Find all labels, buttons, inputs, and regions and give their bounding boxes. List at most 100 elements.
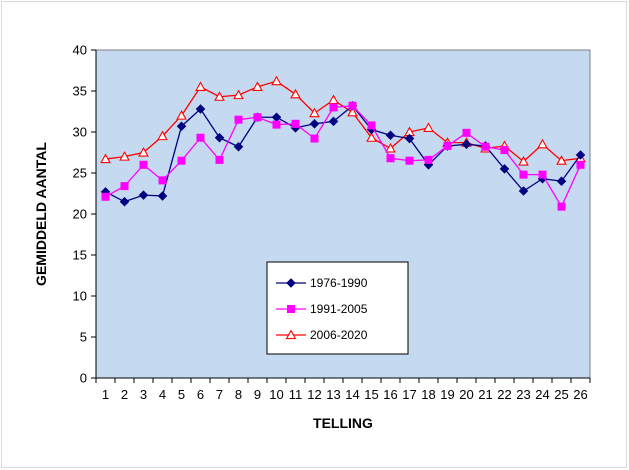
legend-label: 2006-2020 — [310, 328, 368, 342]
legend-label: 1991-2005 — [310, 302, 368, 316]
data-point — [139, 160, 148, 169]
x-tick-label: 4 — [159, 387, 166, 402]
data-point — [119, 196, 130, 207]
data-point — [518, 155, 529, 166]
data-point — [233, 141, 244, 152]
data-point — [499, 164, 510, 174]
data-point — [367, 121, 376, 130]
x-axis-title: TELLING — [313, 415, 373, 431]
x-tick-label: 5 — [178, 387, 185, 402]
y-axis-title: GEMIDDELD AANTAL — [33, 142, 49, 286]
data-point — [309, 107, 320, 118]
data-point — [158, 176, 167, 185]
x-tick-label: 18 — [421, 387, 435, 402]
data-point — [556, 155, 567, 165]
data-point — [290, 88, 301, 99]
data-point — [575, 150, 586, 160]
x-tick-label: 10 — [269, 387, 283, 402]
data-point — [157, 130, 168, 141]
data-point — [576, 160, 585, 169]
data-point — [195, 104, 206, 114]
data-point — [120, 182, 129, 191]
data-point — [177, 156, 186, 165]
x-tick-label: 7 — [216, 387, 223, 402]
y-tick-label: 30 — [73, 125, 87, 140]
data-point — [176, 121, 187, 132]
data-point — [100, 153, 111, 164]
data-point — [556, 176, 567, 186]
legend-marker — [287, 305, 295, 313]
x-tick-label: 21 — [478, 387, 492, 402]
y-tick-label: 15 — [73, 248, 87, 263]
data-point — [461, 139, 472, 150]
data-point — [291, 119, 300, 128]
data-point — [272, 120, 281, 129]
x-tick-label: 22 — [497, 387, 511, 402]
series-layer — [100, 75, 586, 211]
data-point — [481, 142, 490, 151]
data-point — [215, 155, 224, 164]
legend-label: 1976-1990 — [310, 276, 368, 290]
data-point — [386, 154, 395, 163]
x-tick-label: 24 — [535, 387, 549, 402]
legend: 1976-1990 1991-2005 2006-2020 — [266, 261, 409, 355]
data-point — [176, 110, 187, 120]
x-tick-label: 25 — [554, 387, 568, 402]
x-tick-label: 9 — [254, 387, 261, 402]
x-tick-label: 17 — [402, 387, 416, 402]
data-point — [423, 122, 434, 132]
data-point — [119, 151, 130, 161]
data-point — [138, 190, 149, 200]
data-point — [252, 81, 263, 91]
data-point — [404, 133, 415, 144]
data-point — [424, 155, 433, 164]
series-line — [105, 104, 582, 203]
y-tick-label: 20 — [73, 207, 87, 222]
data-point — [328, 116, 339, 127]
data-point — [233, 89, 244, 100]
y-tick-label: 5 — [80, 330, 87, 345]
data-point — [309, 119, 320, 129]
series-1991-2005 — [101, 101, 585, 211]
x-tick-label: 3 — [140, 387, 147, 402]
data-point — [310, 134, 319, 143]
x-tick-label: 23 — [516, 387, 530, 402]
x-tick-label: 15 — [364, 387, 378, 402]
data-point — [234, 115, 243, 124]
y-tick-label: 40 — [73, 43, 87, 58]
data-point — [214, 132, 225, 143]
x-tick-label: 20 — [459, 387, 473, 402]
data-point — [196, 133, 205, 142]
data-point — [385, 142, 396, 153]
data-point — [462, 128, 471, 137]
data-point — [253, 113, 262, 122]
data-point — [157, 191, 168, 201]
data-point — [329, 103, 338, 112]
data-point — [405, 156, 414, 165]
y-tick-label: 10 — [73, 289, 87, 304]
data-point — [214, 91, 225, 101]
y-tick-label: 25 — [73, 166, 87, 181]
data-point — [195, 81, 206, 91]
data-point — [557, 202, 566, 211]
data-point — [519, 170, 528, 179]
data-point — [348, 101, 357, 110]
x-tick-label: 16 — [383, 387, 397, 402]
data-point — [101, 192, 110, 201]
data-point — [443, 141, 452, 150]
legend-marker — [285, 329, 297, 340]
x-tick-label: 2 — [121, 387, 128, 402]
data-point — [138, 146, 149, 157]
data-point — [271, 75, 282, 86]
data-point — [385, 130, 396, 141]
axes — [91, 49, 591, 383]
data-point — [366, 132, 377, 142]
data-point — [537, 138, 548, 149]
data-point — [538, 170, 547, 179]
x-tick-label: 12 — [307, 387, 321, 402]
x-tick-label: 26 — [573, 387, 587, 402]
x-tick-label: 14 — [345, 387, 359, 402]
y-tick-label: 0 — [80, 371, 87, 386]
y-tick-label: 35 — [73, 84, 87, 99]
